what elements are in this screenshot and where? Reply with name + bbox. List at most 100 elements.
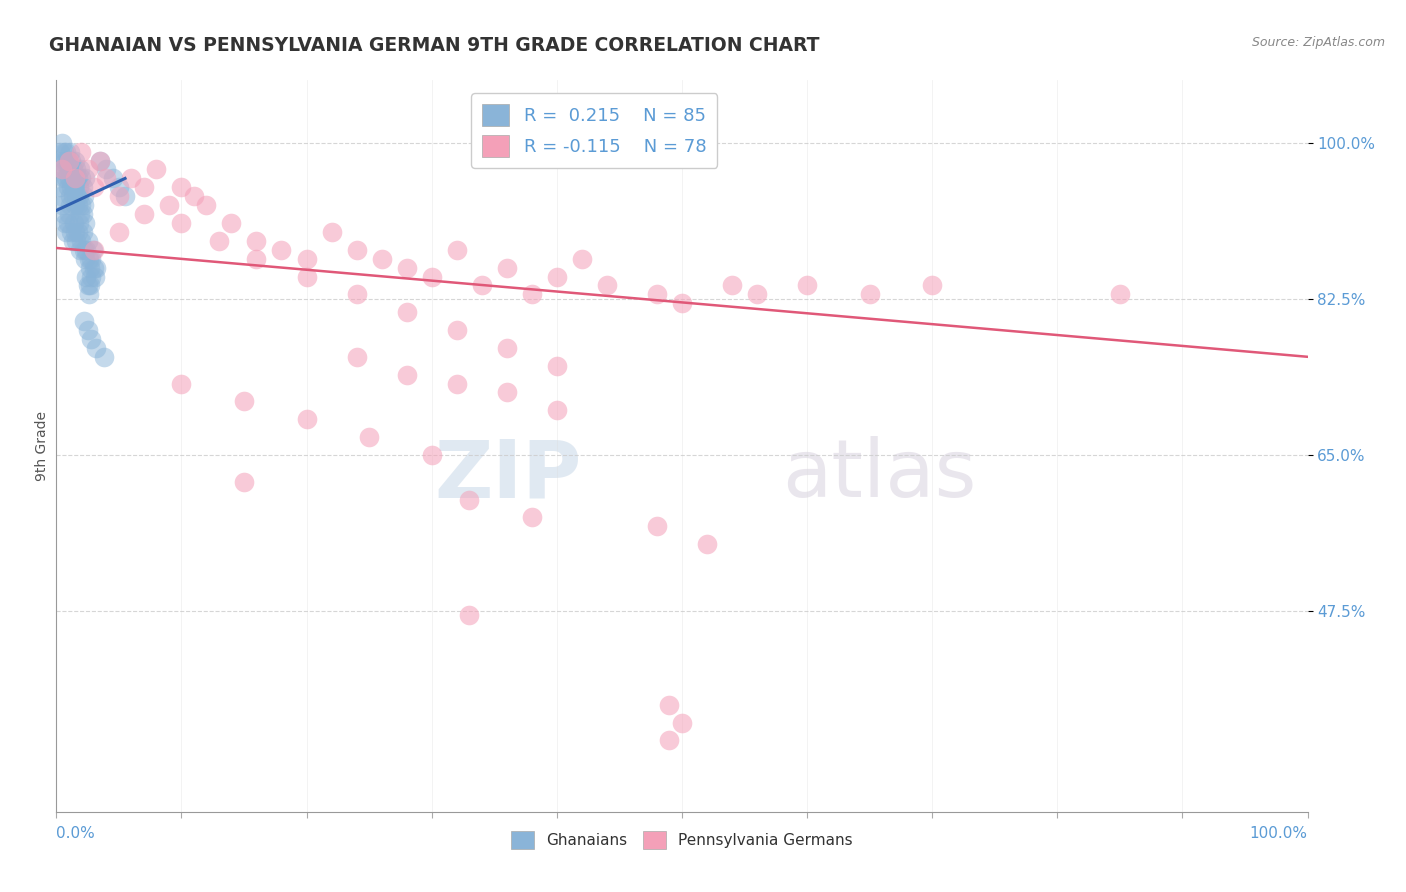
Point xyxy=(55,225,77,239)
Point xyxy=(132,207,155,221)
Point xyxy=(59,198,82,212)
Point xyxy=(65,162,87,177)
Point xyxy=(51,162,73,177)
Point xyxy=(796,278,818,293)
Point xyxy=(120,171,142,186)
Point xyxy=(75,269,97,284)
Point xyxy=(65,234,87,248)
Point xyxy=(56,153,79,168)
Point xyxy=(75,243,97,257)
Point xyxy=(571,252,593,266)
Point xyxy=(76,323,98,337)
Point xyxy=(52,207,75,221)
Point xyxy=(51,189,73,203)
Point xyxy=(51,153,73,168)
Point xyxy=(79,260,101,275)
Point xyxy=(67,189,90,203)
Point xyxy=(245,252,267,266)
Point xyxy=(96,171,118,186)
Point xyxy=(471,278,494,293)
Point xyxy=(446,376,468,391)
Point xyxy=(83,260,105,275)
Point xyxy=(66,198,89,212)
Point xyxy=(395,368,418,382)
Point xyxy=(63,225,86,239)
Point xyxy=(77,252,100,266)
Point xyxy=(51,198,73,212)
Point xyxy=(59,145,82,159)
Point xyxy=(89,153,111,168)
Point xyxy=(446,323,468,337)
Point xyxy=(60,225,83,239)
Point xyxy=(83,180,105,194)
Point xyxy=(67,180,90,194)
Point xyxy=(56,180,79,194)
Point xyxy=(84,269,107,284)
Point xyxy=(89,153,111,168)
Point xyxy=(62,216,84,230)
Point xyxy=(495,341,517,355)
Point xyxy=(546,403,568,417)
Point xyxy=(76,234,98,248)
Point xyxy=(195,198,218,212)
Point xyxy=(395,305,418,319)
Point xyxy=(73,252,96,266)
Point xyxy=(495,385,517,400)
Text: atlas: atlas xyxy=(782,436,976,515)
Point xyxy=(60,180,83,194)
Point xyxy=(96,162,118,177)
Point xyxy=(65,189,87,203)
Point xyxy=(55,145,77,159)
Point xyxy=(84,260,107,275)
Point xyxy=(645,519,668,533)
Point xyxy=(696,537,718,551)
Point xyxy=(58,162,80,177)
Point xyxy=(82,243,104,257)
Point xyxy=(62,189,84,203)
Point xyxy=(73,198,96,212)
Text: Source: ZipAtlas.com: Source: ZipAtlas.com xyxy=(1251,36,1385,49)
Point xyxy=(221,216,243,230)
Point xyxy=(108,180,131,194)
Point xyxy=(93,350,115,364)
Point xyxy=(321,225,343,239)
Point xyxy=(76,278,98,293)
Point xyxy=(80,332,103,346)
Point xyxy=(658,733,681,747)
Point xyxy=(80,269,103,284)
Point xyxy=(73,189,96,203)
Point xyxy=(77,287,100,301)
Legend: Ghanaians, Pennsylvania Germans: Ghanaians, Pennsylvania Germans xyxy=(505,824,859,855)
Text: 0.0%: 0.0% xyxy=(56,826,96,841)
Point xyxy=(520,510,543,524)
Point xyxy=(72,225,94,239)
Point xyxy=(70,234,93,248)
Point xyxy=(233,394,256,409)
Point xyxy=(73,243,96,257)
Point xyxy=(295,412,318,426)
Point xyxy=(157,198,180,212)
Point xyxy=(62,234,84,248)
Point xyxy=(63,171,86,186)
Point xyxy=(295,269,318,284)
Point xyxy=(645,287,668,301)
Point xyxy=(62,171,84,186)
Point xyxy=(80,252,103,266)
Point xyxy=(58,153,80,168)
Point xyxy=(70,145,93,159)
Point xyxy=(73,314,96,328)
Point xyxy=(520,287,543,301)
Point xyxy=(84,341,107,355)
Point xyxy=(208,234,231,248)
Point xyxy=(446,243,468,257)
Point xyxy=(596,278,619,293)
Point xyxy=(66,171,89,186)
Point xyxy=(52,145,75,159)
Point xyxy=(921,278,943,293)
Point xyxy=(1109,287,1132,301)
Point xyxy=(495,260,517,275)
Point xyxy=(858,287,880,301)
Point xyxy=(245,234,267,248)
Point xyxy=(58,207,80,221)
Point xyxy=(114,189,136,203)
